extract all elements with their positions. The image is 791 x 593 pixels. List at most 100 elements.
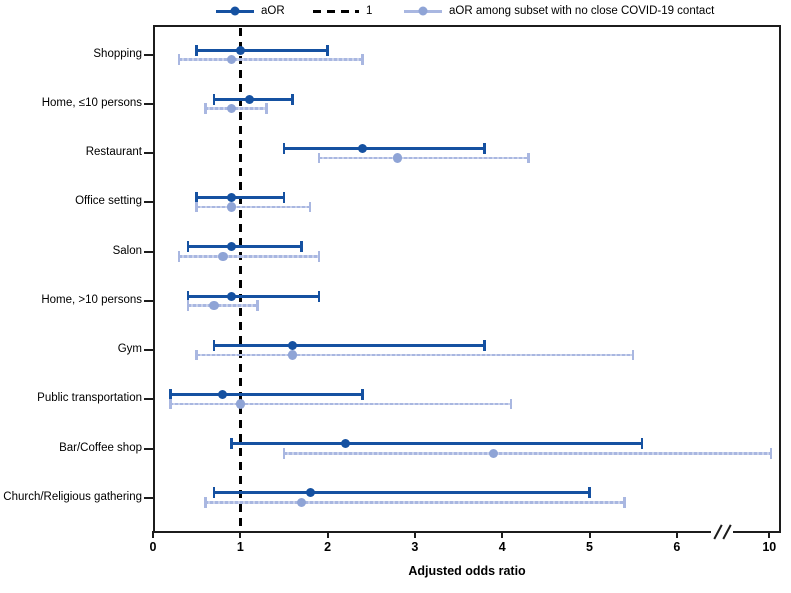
ci-cap-subset — [308, 201, 312, 213]
ci-cap-aor — [300, 241, 303, 253]
or-dot-aor — [340, 439, 350, 449]
or-dot-subset — [392, 153, 403, 163]
ci-cap-subset — [317, 152, 321, 164]
or-dot-aor — [288, 340, 298, 350]
category-tick — [144, 53, 153, 56]
subset-line-dot-icon — [404, 3, 442, 19]
x-tick-label: 6 — [673, 540, 681, 554]
ci-line-subset — [196, 205, 311, 209]
category-label: Home, >10 persons — [41, 293, 142, 306]
ci-line-subset — [196, 353, 634, 357]
ci-cap-subset — [169, 398, 172, 410]
ci-cap-subset — [256, 300, 260, 311]
legend-item-reference: 1 — [313, 3, 372, 19]
x-tick — [413, 531, 416, 538]
legend-item-subset: aOR among subset with no close COVID-19 … — [404, 3, 714, 19]
forest-plot: 0 1 2 3 4 5 6 10 — [144, 25, 781, 554]
category-tick — [144, 299, 153, 302]
aor-line-dot-icon — [216, 3, 254, 19]
category-label: Salon — [112, 244, 142, 257]
ci-line-subset — [187, 304, 258, 307]
ci-cap-aor — [483, 142, 487, 154]
ci-cap-subset — [177, 251, 181, 262]
category-tick — [144, 102, 153, 105]
x-tick — [152, 531, 154, 538]
category-tick — [144, 349, 153, 352]
or-dot-aor — [358, 143, 368, 153]
axis-break-gap — [710, 527, 733, 536]
ci-line-subset — [205, 501, 625, 504]
ci-cap-aor — [640, 438, 644, 450]
ci-cap-aor — [230, 438, 233, 450]
legend-label-aor: aOR — [261, 5, 285, 17]
x-tick-label: 2 — [324, 540, 332, 554]
x-tick — [326, 531, 329, 538]
category-label: Gym — [117, 343, 142, 356]
or-dot-subset — [226, 54, 237, 65]
ci-cap-subset — [204, 497, 207, 508]
plot-frame — [153, 25, 781, 533]
x-tick — [501, 531, 504, 538]
legend-label-subset: aOR among subset with no close COVID-19 … — [449, 5, 715, 17]
dashed-line-icon — [313, 3, 359, 19]
or-dot-aor — [244, 94, 254, 104]
or-dot-subset — [488, 448, 499, 458]
or-dot-aor — [227, 193, 237, 203]
legend-item-aor: aOR — [216, 3, 285, 19]
category-tick — [144, 152, 153, 155]
category-label: Home, ≤10 persons — [41, 96, 142, 109]
or-dot-subset — [209, 300, 219, 311]
x-tick-label: 10 — [762, 540, 777, 554]
category-label: Shopping — [93, 47, 142, 60]
ci-cap-aor — [169, 389, 172, 401]
ci-line-subset — [179, 255, 319, 258]
ci-cap-subset — [204, 103, 207, 114]
ci-cap-subset — [527, 152, 530, 164]
x-axis-title: Adjusted odds ratio — [408, 564, 526, 578]
or-dot-subset — [218, 251, 228, 262]
ci-line-aor — [196, 196, 284, 200]
ci-cap-aor — [291, 93, 294, 105]
ci-cap-subset — [631, 349, 635, 361]
x-tick — [588, 531, 591, 538]
x-tick — [768, 531, 771, 538]
ci-cap-subset — [186, 300, 190, 311]
x-tick-label: 5 — [586, 540, 593, 554]
or-dot-aor — [235, 45, 245, 55]
legend-label-reference: 1 — [366, 5, 373, 17]
category-label: Public transportation — [37, 392, 142, 405]
category-label: Bar/Coffee shop — [59, 441, 142, 454]
ci-cap-subset — [177, 54, 181, 65]
ci-cap-subset — [265, 103, 268, 114]
ci-cap-aor — [361, 389, 364, 401]
ci-cap-subset — [623, 497, 626, 508]
ci-cap-aor — [195, 192, 198, 204]
ci-line-subset — [283, 451, 771, 455]
or-dot-subset — [226, 103, 237, 114]
ci-line-aor — [196, 48, 328, 52]
ci-cap-subset — [317, 251, 321, 262]
category-label: Church/Religious gathering — [3, 490, 142, 503]
ci-cap-aor — [326, 44, 329, 56]
x-tick — [675, 531, 678, 538]
or-dot-aor — [227, 242, 237, 252]
ci-cap-aor — [186, 241, 190, 253]
ci-cap-aor — [195, 44, 198, 56]
category-tick — [144, 250, 153, 253]
x-tick-label: 3 — [411, 540, 419, 554]
category-tick — [144, 496, 153, 499]
x-tick-label: 1 — [236, 540, 244, 554]
ci-cap-subset — [195, 201, 198, 213]
x-tick-label: 0 — [149, 540, 157, 554]
ci-line-aor — [214, 343, 485, 347]
category-tick — [144, 398, 153, 401]
x-tick — [239, 531, 242, 538]
ci-cap-aor — [212, 93, 216, 105]
ci-cap-subset — [282, 448, 286, 459]
ci-line-aor — [231, 442, 642, 446]
ci-cap-subset — [195, 349, 198, 361]
ci-cap-aor — [282, 142, 286, 154]
or-dot-subset — [287, 350, 298, 360]
or-dot-subset — [296, 497, 307, 508]
